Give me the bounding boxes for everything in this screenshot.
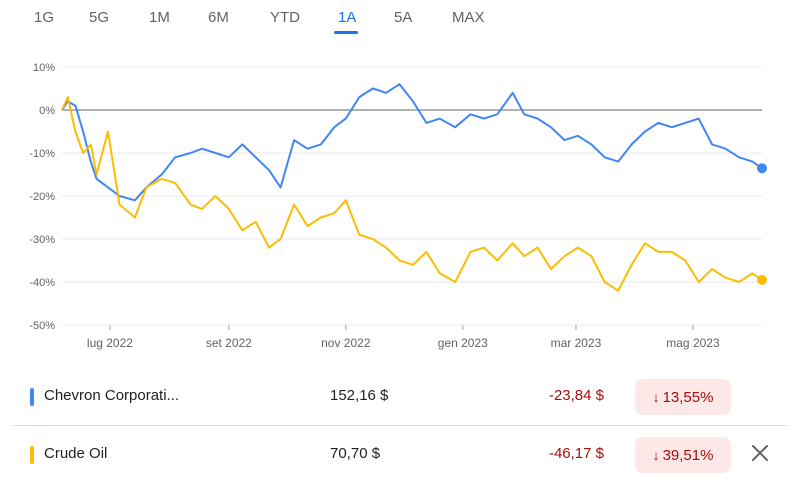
- tab-max[interactable]: MAX: [452, 9, 485, 26]
- y-tick-label: -40%: [29, 277, 55, 289]
- series-line-chevron-corporation: [61, 83, 763, 202]
- x-tick-label: set 2022: [206, 336, 252, 350]
- x-tick-label: lug 2022: [87, 336, 133, 350]
- arrow-down-icon: ↓: [652, 447, 660, 463]
- x-tick-label: gen 2023: [438, 336, 488, 350]
- percent-change-badge: ↓ 13,55%: [635, 379, 731, 415]
- tab-1g[interactable]: 1G: [34, 9, 55, 26]
- series-end-marker: [757, 163, 767, 174]
- tab-1a[interactable]: 1A: [338, 9, 357, 26]
- grid-lines: [62, 66, 762, 326]
- percent-change-badge: ↓ 39,51%: [635, 437, 731, 473]
- series-line-crude-oil: [61, 96, 763, 292]
- tab-ytd[interactable]: YTD: [270, 9, 300, 26]
- legend-row-crude-oil[interactable]: Crude Oil 70,70 $ -46,17 $ ↓ 39,51%: [0, 426, 800, 482]
- tab-6m[interactable]: 6M: [208, 9, 229, 26]
- legend-row-chevron[interactable]: Chevron Corporati... 152,16 $ -23,84 $ ↓…: [0, 368, 800, 424]
- y-axis-ticks: 10% 0% -10% -20% -30% -40% -50%: [29, 62, 55, 332]
- tab-5a[interactable]: 5A: [394, 9, 413, 26]
- security-change: -46,17 $: [548, 445, 604, 462]
- security-price: 70,70 $: [330, 445, 381, 462]
- y-tick-label: -50%: [29, 320, 55, 332]
- arrow-down-icon: ↓: [652, 389, 660, 405]
- percent-change-value: 39,51%: [662, 446, 714, 464]
- security-price: 152,16 $: [330, 387, 389, 404]
- security-change: -23,84 $: [548, 387, 604, 404]
- series-color-marker: [30, 388, 34, 406]
- price-comparison-chart: 10% 0% -10% -20% -30% -40% -50% lug 2022 set 20…: [29, 62, 767, 350]
- y-tick-label: -30%: [29, 234, 55, 246]
- series-end-marker: [757, 274, 767, 285]
- active-tab-indicator: [334, 31, 358, 34]
- close-icon[interactable]: [748, 441, 772, 465]
- x-tick-label: mag 2023: [666, 336, 720, 350]
- percent-change-value: 13,55%: [662, 388, 714, 406]
- x-tick-label: nov 2022: [321, 336, 371, 350]
- row-divider: [12, 425, 788, 426]
- x-axis-ticks: lug 2022 set 2022 nov 2022 gen 2023 mar 2023…: [87, 325, 720, 350]
- x-tick-label: mar 2023: [551, 336, 602, 350]
- series-lines: [61, 83, 767, 292]
- series-color-marker: [30, 446, 34, 464]
- tab-1m[interactable]: 1M: [149, 9, 170, 26]
- range-tabs: 1G 5G 1M 6M YTD 1A 5A MAX: [0, 0, 800, 40]
- security-name: Crude Oil: [44, 445, 108, 462]
- y-tick-label: -20%: [29, 191, 55, 203]
- y-tick-label: 10%: [33, 62, 55, 74]
- tab-5g[interactable]: 5G: [89, 9, 110, 26]
- security-name: Chevron Corporati...: [44, 387, 180, 404]
- y-tick-label: 0%: [39, 105, 55, 117]
- y-tick-label: -10%: [29, 148, 55, 160]
